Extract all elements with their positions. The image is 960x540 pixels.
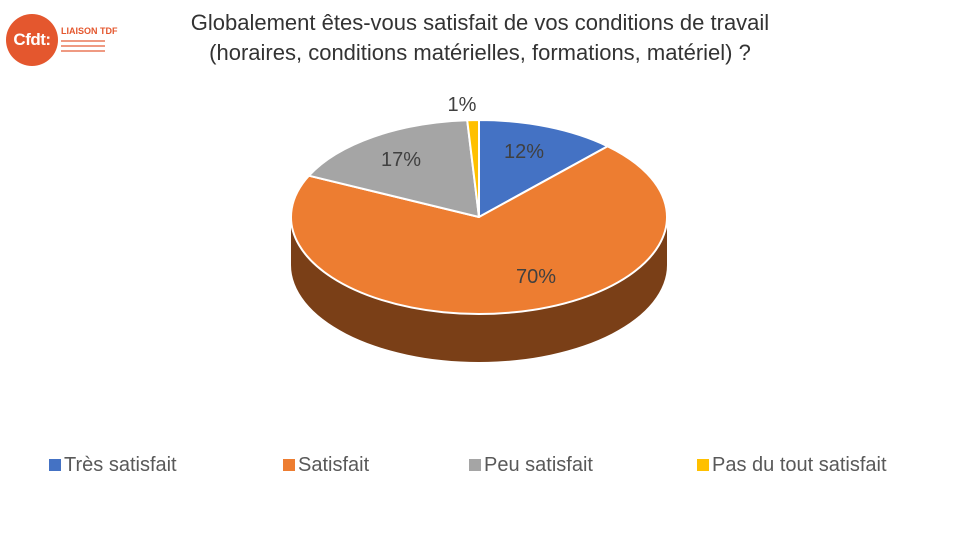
legend-swatch (697, 459, 709, 471)
logo-lines (61, 40, 105, 55)
data-label-tres-satisfait: 12% (504, 141, 544, 163)
legend-label: Satisfait (298, 453, 370, 476)
data-label-peu-satisfait: 17% (381, 149, 421, 171)
legend-item-pas-du-tout-satisfait: Pas du tout satisfait (697, 452, 887, 478)
legend-item-satisfait: Satisfait (283, 452, 369, 478)
data-label-satisfait: 70% (516, 266, 556, 288)
chart-title: Globalement êtes-vous satisfait de vos c… (190, 10, 770, 65)
pie-slice-tres-satisfait (478, 119, 609, 218)
logo-mark: Cfdt: (6, 14, 58, 66)
cfdt-logo: Cfdt: LIAISON TDF (6, 14, 118, 66)
pie-slice-pas-du-tout-satisfait (466, 118, 480, 218)
legend-item-tres-satisfait: Très satisfait (49, 452, 177, 478)
pie-slice-satisfait (290, 145, 668, 315)
legend-label: Peu satisfait (484, 453, 593, 476)
chart-legend: Très satisfait Satisfait Peu satisfait Pas … (0, 452, 960, 478)
logo-subtitle: LIAISON TDF (61, 26, 118, 36)
legend-label: Pas du tout satisfait (712, 453, 887, 476)
pie-slice-peu-satisfait (307, 119, 480, 218)
legend-swatch (283, 459, 295, 471)
legend-swatch (469, 459, 481, 471)
pie-side-satisfait (291, 217, 667, 362)
legend-label: Très satisfait (64, 453, 177, 476)
legend-item-peu-satisfait: Peu satisfait (469, 452, 593, 478)
data-label-pas-du-tout-satisfait: 1% (448, 94, 477, 116)
legend-swatch (49, 459, 61, 471)
